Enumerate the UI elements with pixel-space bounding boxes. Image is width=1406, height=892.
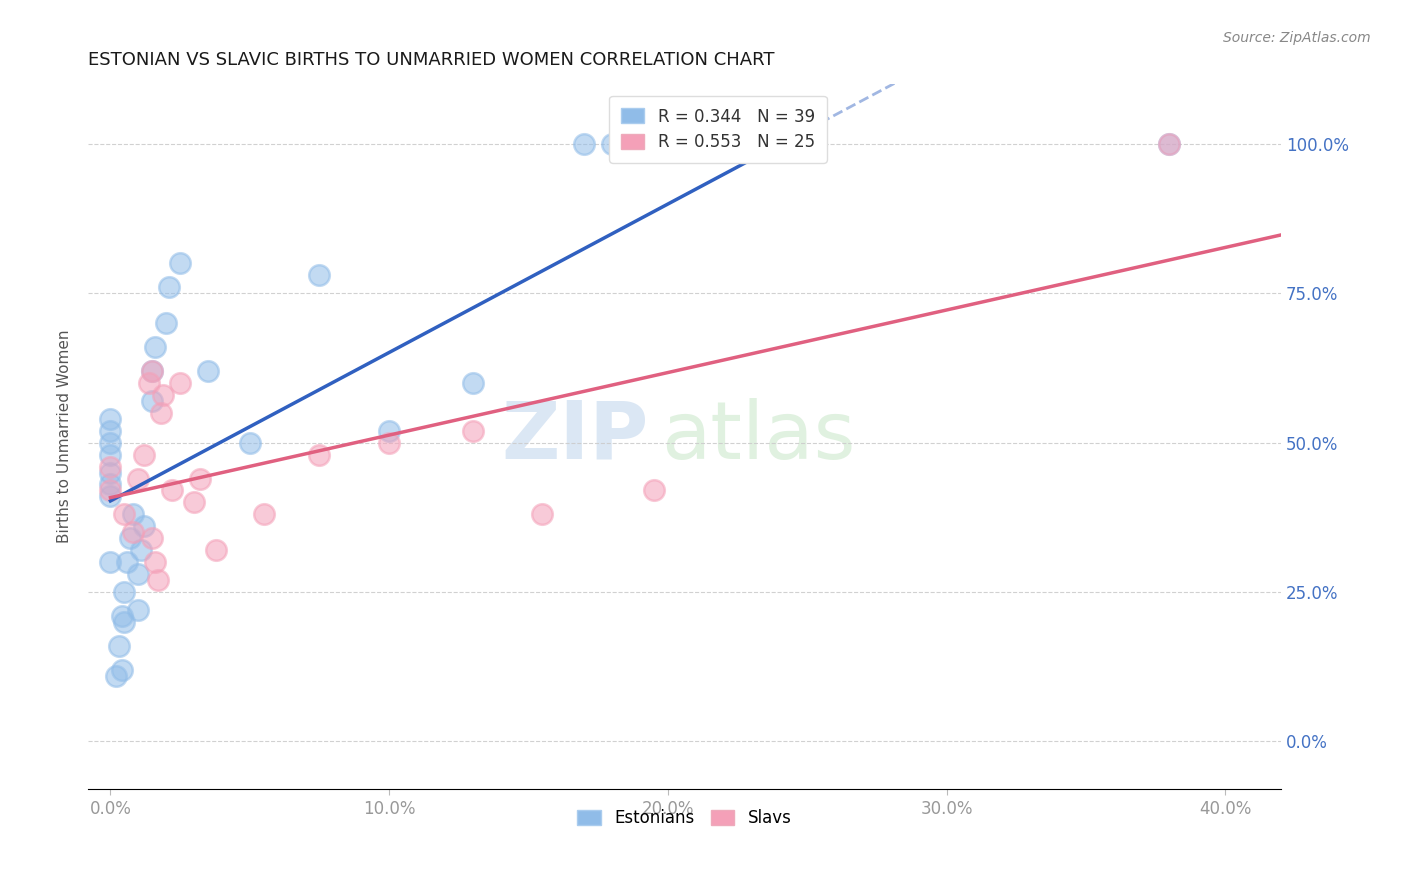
Point [100,490,122,504]
Point [121,525,143,540]
Point [132,448,155,462]
Point [152,388,174,402]
Point [628,136,651,151]
Point [169,376,191,390]
Point [378,435,401,450]
Legend: Estonians, Slavs: Estonians, Slavs [571,803,799,834]
Point [253,508,276,522]
Text: ESTONIAN VS SLAVIC BIRTHS TO UNMARRIED WOMEN CORRELATION CHART: ESTONIAN VS SLAVIC BIRTHS TO UNMARRIED W… [89,51,775,69]
Point [143,340,166,354]
Point [141,364,163,378]
Point [685,136,707,151]
Point [378,424,401,438]
Point [110,663,132,677]
Point [143,555,166,569]
Point [169,256,191,270]
Point [100,424,122,438]
Point [100,448,122,462]
Point [100,466,122,480]
Point [127,567,149,582]
Point [205,543,228,558]
Point [132,519,155,533]
Text: atlas: atlas [661,398,855,475]
Point [160,483,183,498]
Point [121,508,143,522]
Point [141,393,163,408]
Point [141,531,163,545]
Point [188,471,211,485]
Point [112,585,135,599]
Point [643,483,665,498]
Point [115,555,138,569]
Point [127,603,149,617]
Point [100,435,122,450]
Point [308,448,330,462]
Point [1159,136,1181,151]
Point [138,376,160,390]
Point [100,411,122,425]
Point [531,508,554,522]
Point [183,495,205,509]
Point [239,435,262,450]
Point [461,424,484,438]
Point [713,136,735,151]
Point [105,668,128,682]
Point [1159,136,1181,151]
Text: Source: ZipAtlas.com: Source: ZipAtlas.com [1223,31,1371,45]
Point [141,364,163,378]
Point [155,316,177,330]
Point [100,477,122,491]
Point [100,555,122,569]
Point [149,406,172,420]
Point [100,483,122,498]
Y-axis label: Births to Unmarried Women: Births to Unmarried Women [58,330,72,543]
Point [657,136,679,151]
Text: ZIP: ZIP [502,398,648,475]
Point [118,531,141,545]
Point [127,471,149,485]
Point [574,136,596,151]
Point [157,280,180,294]
Point [110,609,132,624]
Point [308,268,330,283]
Point [600,136,623,151]
Point [197,364,219,378]
Point [461,376,484,390]
Point [112,508,135,522]
Point [146,573,169,587]
Point [112,615,135,629]
Point [100,459,122,474]
Point [108,639,131,653]
Point [129,543,152,558]
